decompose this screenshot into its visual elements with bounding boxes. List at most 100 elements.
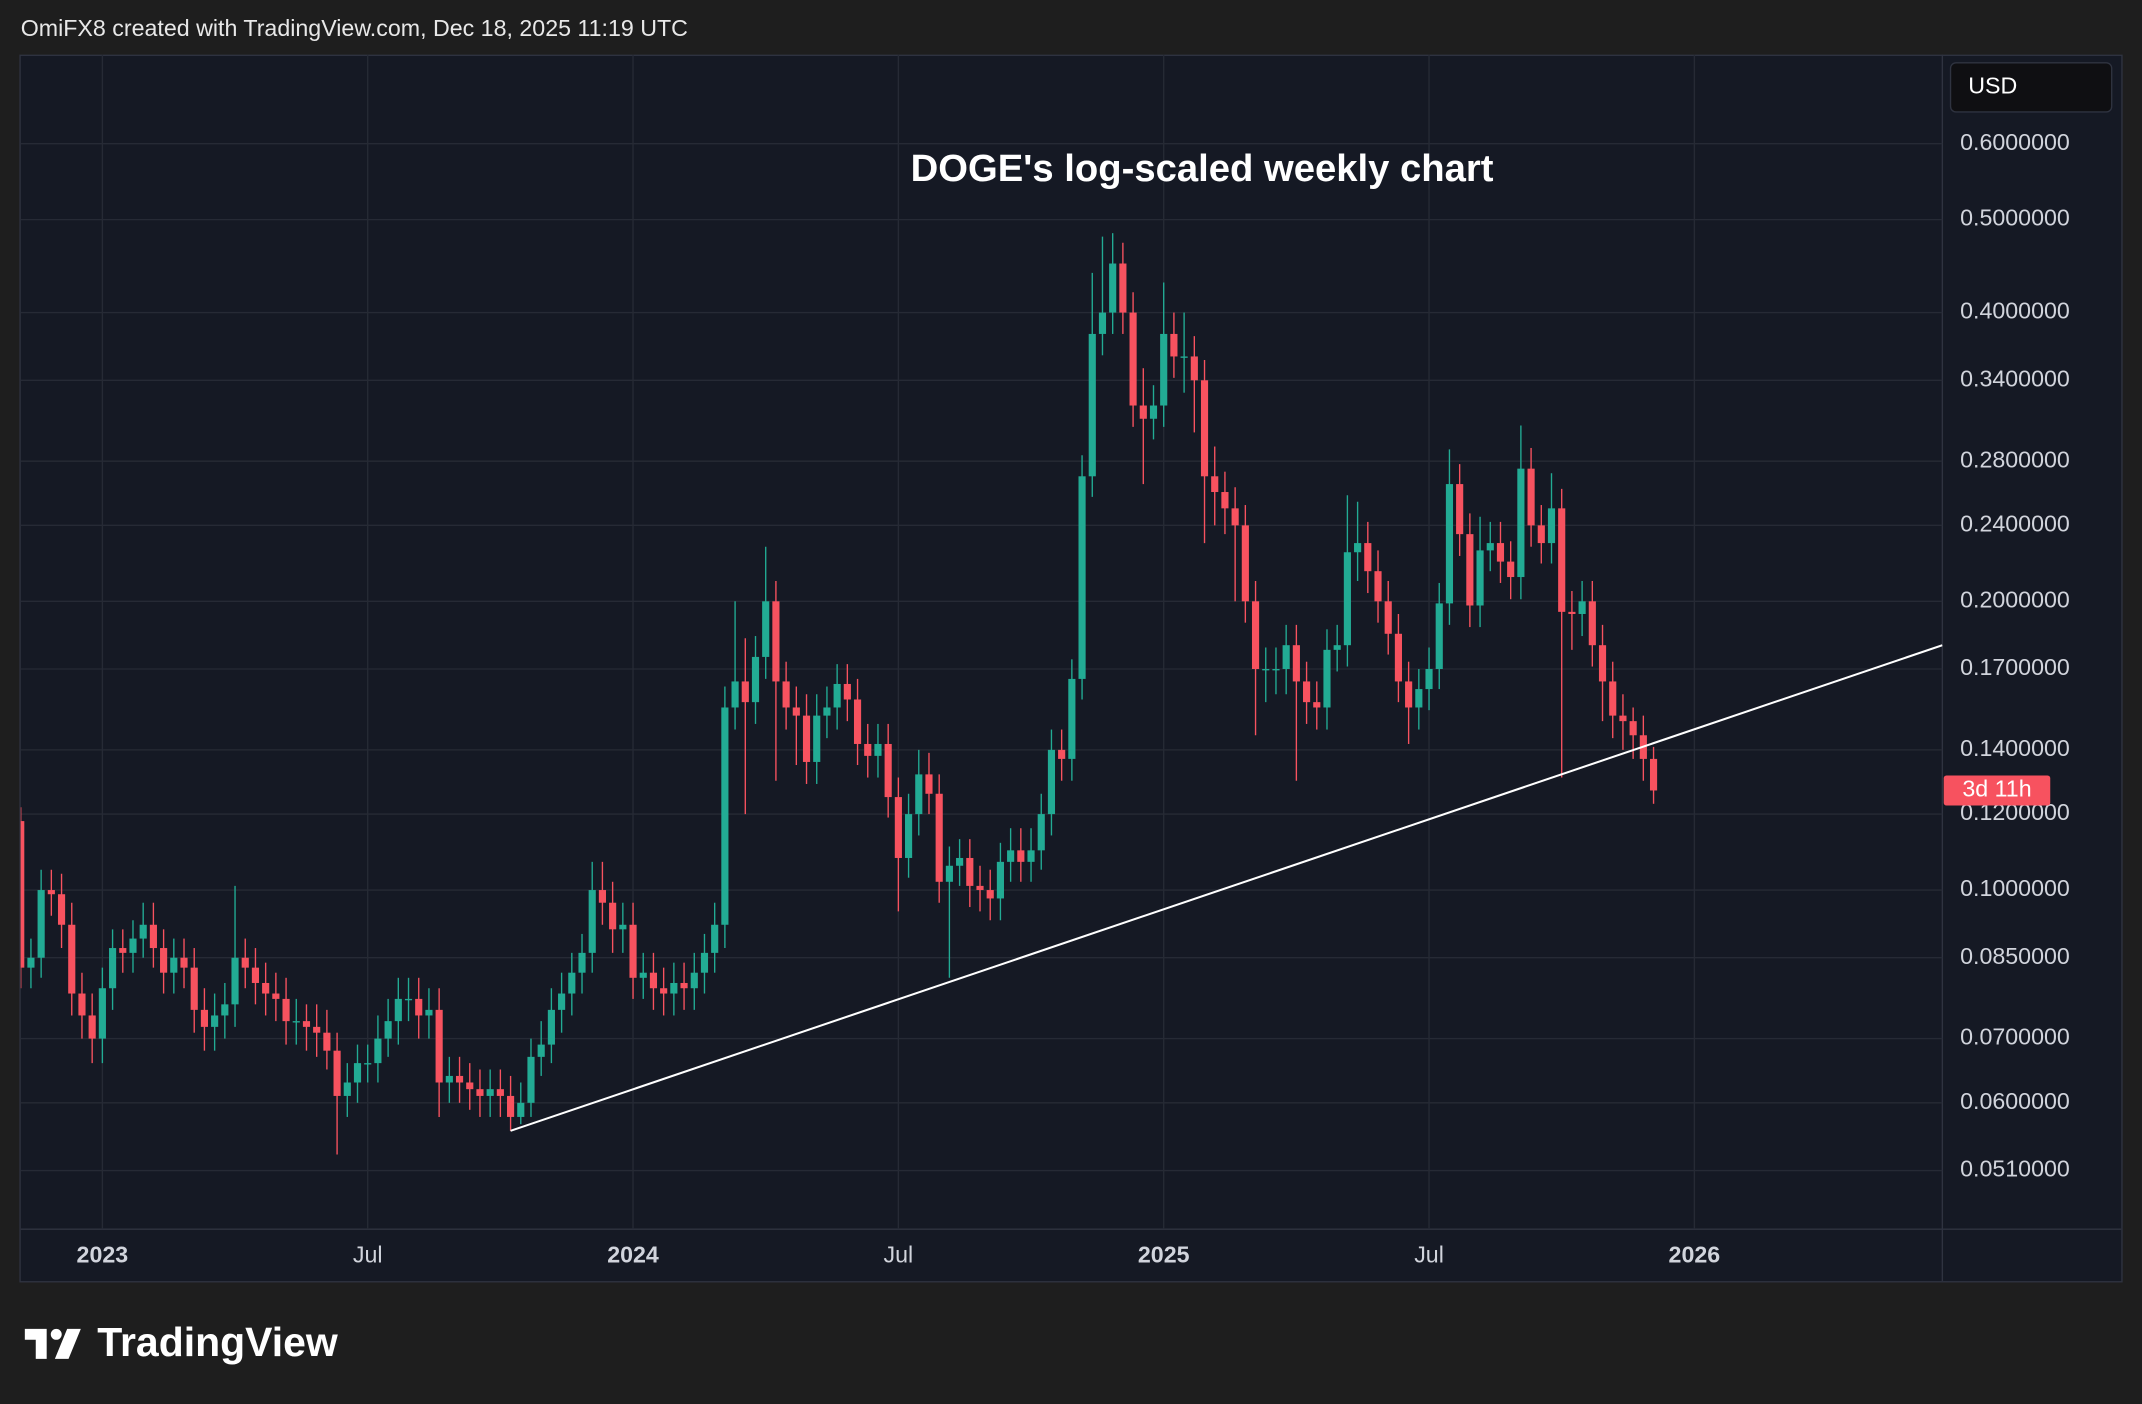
candle-body (1415, 689, 1423, 708)
candle-body (1588, 601, 1596, 646)
candle-body (945, 865, 953, 882)
candle-body (741, 681, 749, 703)
candle-body (609, 902, 617, 930)
currency-label[interactable]: USD (1968, 73, 2017, 99)
candle-body (1231, 508, 1239, 526)
y-tick-label: 0.6000000 (1960, 129, 2070, 155)
candle-body (1068, 678, 1076, 759)
candle-body (1507, 561, 1515, 578)
candle-body (394, 998, 402, 1022)
candle-body (129, 938, 137, 953)
countdown-label: 3d 11h (1962, 776, 2031, 802)
y-tick-label: 0.0600000 (1960, 1088, 2070, 1114)
candle-body (1251, 601, 1260, 669)
candle-body (1119, 263, 1127, 313)
candle-body (1190, 356, 1198, 381)
candle-body (455, 1075, 464, 1083)
candle-body (1047, 749, 1056, 815)
candle-body (1496, 543, 1505, 562)
trendline (510, 644, 1943, 1132)
candle-body (517, 1102, 525, 1117)
candle-body (884, 743, 892, 798)
candle-body (986, 890, 994, 899)
candle-body (190, 967, 198, 1010)
currency-button[interactable] (1949, 62, 2113, 113)
candle-body (221, 1004, 229, 1016)
candle-body (976, 885, 984, 891)
candle-body (680, 982, 688, 989)
y-tick-label: 0.0510000 (1960, 1156, 2070, 1182)
candle-body (364, 1063, 372, 1065)
candle-body (823, 707, 831, 716)
candle-body (292, 1021, 300, 1023)
candle-body (1619, 715, 1627, 722)
candle-body (251, 967, 260, 983)
candle-body (966, 857, 974, 886)
x-tick-label: 2024 (607, 1242, 659, 1268)
candle-body (262, 982, 270, 994)
y-tick-label: 0.2400000 (1960, 510, 2070, 536)
candle-body (956, 857, 964, 866)
candle-body (200, 1009, 208, 1027)
candle-body (690, 972, 698, 989)
candle-body (639, 972, 647, 978)
candle-body (711, 924, 719, 953)
candle-body (527, 1056, 535, 1103)
candle-body (119, 948, 127, 953)
candle-body (1129, 312, 1137, 406)
candle-body (1354, 543, 1362, 553)
candle-body (619, 924, 627, 930)
logo-icon (24, 1328, 81, 1359)
candle-body (1547, 508, 1556, 544)
candle-body (1364, 543, 1372, 572)
candle-body (1394, 633, 1402, 682)
candle-body (670, 982, 678, 994)
candle-body (20, 821, 25, 968)
candle-body (57, 894, 66, 925)
candle-body (323, 1032, 331, 1051)
candle-body (1649, 758, 1658, 791)
candle-body (343, 1082, 351, 1096)
candle-body (1139, 405, 1147, 419)
candle-body (282, 998, 290, 1022)
candle-body (1078, 476, 1086, 679)
candle-body (894, 797, 902, 858)
candle-body (1241, 525, 1249, 602)
candle-body (629, 924, 637, 978)
candle-body (649, 972, 658, 989)
candle-body (37, 890, 45, 958)
candle-body (149, 924, 157, 949)
candle-body (1374, 571, 1382, 602)
y-tick-label: 0.2800000 (1960, 446, 2070, 472)
candle-body (98, 988, 106, 1039)
candle-body (302, 1021, 311, 1027)
candle-body (78, 993, 86, 1016)
candle-body (27, 957, 35, 968)
y-tick-label: 0.3400000 (1960, 365, 2070, 391)
candle-body (700, 952, 709, 973)
candle-body (1609, 681, 1617, 716)
candle-body (731, 681, 739, 708)
candle-body (925, 774, 933, 794)
candle-body (507, 1095, 515, 1117)
candle-body (88, 1015, 96, 1039)
candle-body (1537, 525, 1545, 544)
candle-body (721, 707, 729, 925)
candle-body (598, 890, 606, 903)
candle-body (1384, 601, 1392, 634)
candle-body (905, 814, 913, 858)
candle-body (1558, 508, 1566, 612)
y-tick-label: 0.1000000 (1960, 875, 2070, 901)
candle-body (68, 924, 76, 994)
candle-body (374, 1038, 382, 1064)
candle-body (833, 683, 841, 708)
candle-body (1200, 380, 1209, 477)
candle-body (1017, 850, 1025, 862)
candle-body (1323, 649, 1331, 708)
candle-body (496, 1089, 504, 1096)
candle-body (1568, 611, 1576, 614)
candle-body (1303, 681, 1311, 703)
candle-body (1058, 749, 1066, 759)
